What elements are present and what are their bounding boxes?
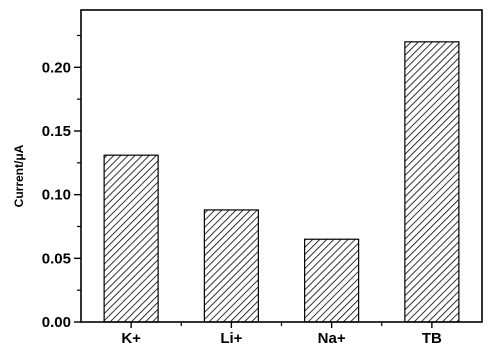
x-tick-label: Na+ [318, 330, 346, 347]
x-tick-label: Li+ [220, 330, 242, 347]
y-tick-label: 0.05 [42, 250, 71, 267]
bar [304, 238, 360, 323]
x-tick-label: TB [422, 330, 442, 347]
y-tick-label: 0.00 [42, 314, 71, 331]
y-tick-label: 0.10 [42, 187, 71, 204]
bar [103, 154, 159, 323]
y-tick-label: 0.20 [42, 59, 71, 76]
bars-layer [103, 41, 460, 323]
y-tick-label: 0.15 [42, 123, 71, 140]
y-axis-label: Current/μA [12, 144, 26, 207]
bar [203, 209, 259, 323]
x-tick-label: K+ [121, 330, 141, 347]
axes-layer [74, 9, 483, 328]
bar [404, 41, 460, 323]
labels-layer: 0.00 0.05 0.10 0.15 0.20 K+ Li+ Na+ TB [42, 59, 442, 347]
